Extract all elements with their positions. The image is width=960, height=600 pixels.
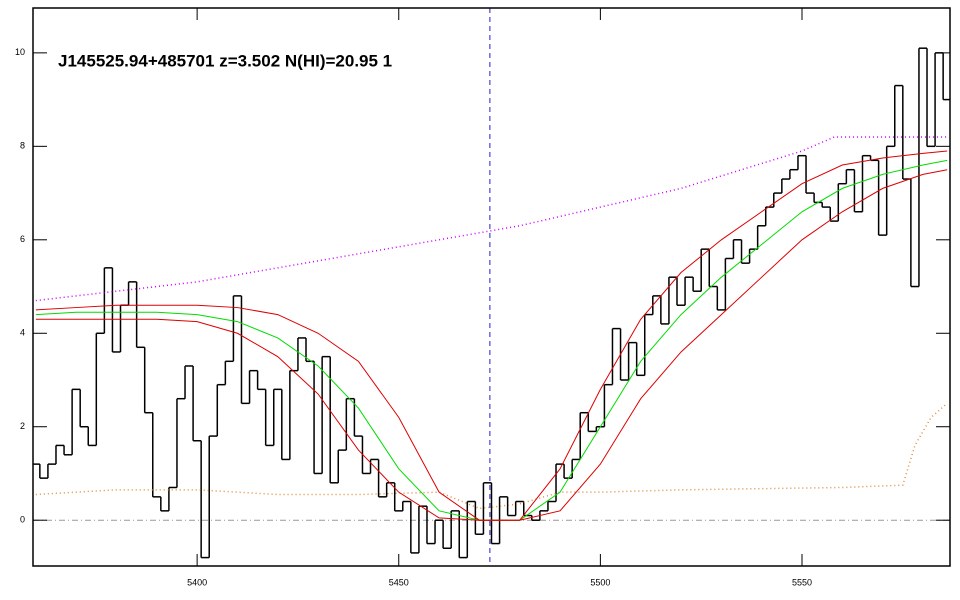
y-tick-label: 2 <box>20 421 25 431</box>
dotted-curve <box>35 136 948 302</box>
plot-frame <box>32 7 951 567</box>
x-tick-label: 5500 <box>590 577 610 587</box>
x-tick-label: 5400 <box>187 577 207 587</box>
y-tick-label: 0 <box>20 515 25 525</box>
model-curve <box>35 169 948 521</box>
axes: 5400 5450 5500 5550 0 2 4 6 8 10 <box>15 8 950 587</box>
y-tick-label: 8 <box>20 141 25 151</box>
annotation: J145525.94+485701 z=3.502 N(HI)=20.95 1 <box>58 51 392 70</box>
y-tick-label: 10 <box>15 47 25 57</box>
plot-area <box>33 8 950 566</box>
y-tick-label: 6 <box>20 234 25 244</box>
x-tick-label: 5550 <box>792 577 812 587</box>
dotted-curve <box>35 402 948 510</box>
y-tick-label: 4 <box>20 328 25 338</box>
x-tick-label: 5450 <box>389 577 409 587</box>
